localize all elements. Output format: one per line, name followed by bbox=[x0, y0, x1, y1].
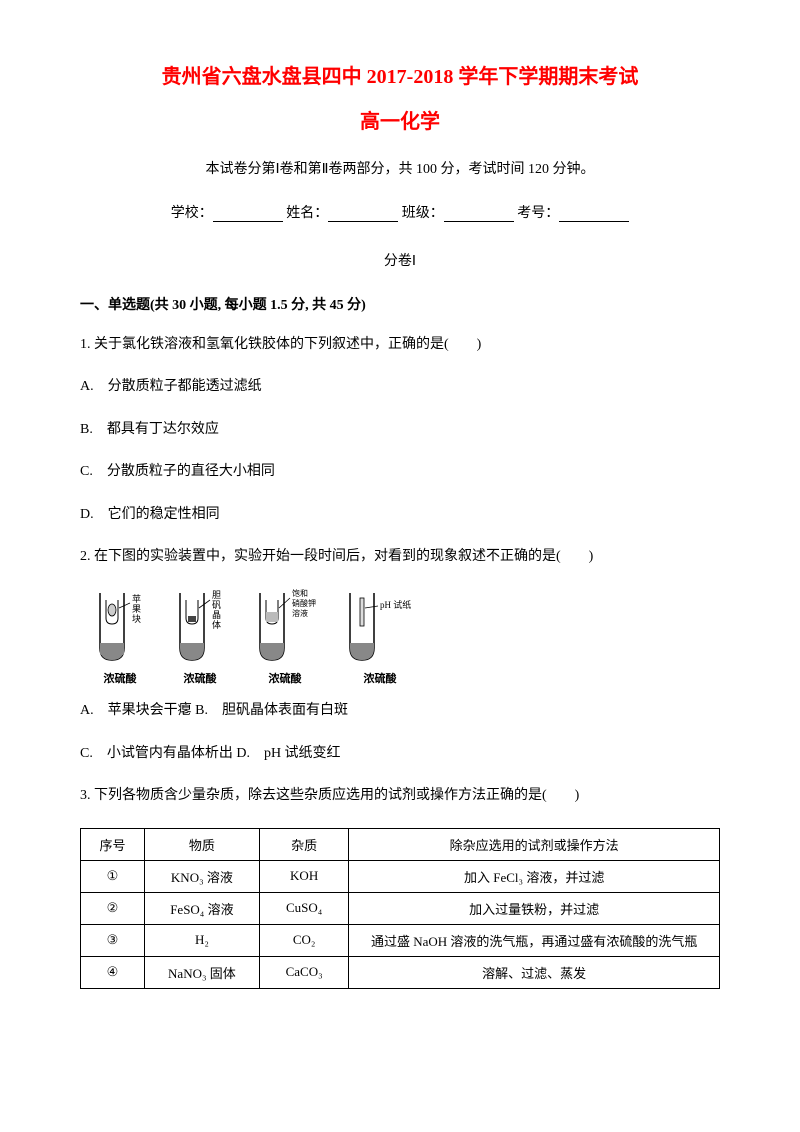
tube-1-label: 苹 bbox=[132, 593, 141, 604]
cell: NaNO₃ 固体 bbox=[144, 956, 259, 988]
school-label: 学校： bbox=[171, 206, 213, 221]
cell: ② bbox=[81, 892, 145, 924]
school-blank bbox=[213, 206, 283, 222]
tube-3-bottom: 浓硫酸 bbox=[269, 670, 302, 686]
cell: CuSO₄ bbox=[259, 892, 348, 924]
class-label: 班级： bbox=[402, 206, 444, 221]
table-row: ③ H₂ CO₂ 通过盛 NaOH 溶液的洗气瓶，再通过盛有浓硫酸的洗气瓶 bbox=[81, 924, 720, 956]
table-row: ④ NaNO₃ 固体 CaCO₃ 溶解、过滤、蒸发 bbox=[81, 956, 720, 988]
q2-option-cd: C. 小试管内有晶体析出 D. pH 试纸变红 bbox=[80, 743, 720, 765]
svg-text:饱和: 饱和 bbox=[292, 588, 308, 598]
tube-4-svg: pH 试纸 bbox=[340, 588, 420, 668]
tube-diagram-row: 苹 果 块 浓硫酸 胆 矾 晶 体 浓硫酸 饱和 硝 bbox=[90, 588, 720, 686]
q1-option-a: A. 分散质粒子都能透过滤纸 bbox=[80, 376, 720, 398]
cell: CO₂ bbox=[259, 924, 348, 956]
cell: 加入 FeCl₃ 溶液，并过滤 bbox=[349, 860, 720, 892]
th-impurity: 杂质 bbox=[259, 828, 348, 860]
svg-text:溶液: 溶液 bbox=[292, 608, 308, 618]
cell: H₂ bbox=[144, 924, 259, 956]
q1-option-c: C. 分散质粒子的直径大小相同 bbox=[80, 461, 720, 483]
svg-text:体: 体 bbox=[212, 619, 221, 630]
cell: ① bbox=[81, 860, 145, 892]
name-blank bbox=[328, 206, 398, 222]
table-row: ② FeSO₄ 溶液 CuSO₄ 加入过量铁粉，并过滤 bbox=[81, 892, 720, 924]
svg-text:矾: 矾 bbox=[212, 600, 221, 610]
question-1: 1. 关于氯化铁溶液和氢氧化铁胶体的下列叙述中，正确的是( ) bbox=[80, 334, 720, 356]
cell: 通过盛 NaOH 溶液的洗气瓶，再通过盛有浓硫酸的洗气瓶 bbox=[349, 924, 720, 956]
th-method: 除杂应选用的试剂或操作方法 bbox=[349, 828, 720, 860]
th-seq: 序号 bbox=[81, 828, 145, 860]
tube-4-bottom: 浓硫酸 bbox=[364, 670, 397, 686]
tube-2-svg: 胆 矾 晶 体 bbox=[170, 588, 230, 668]
exam-title-sub: 高一化学 bbox=[80, 105, 720, 134]
svg-text:胆: 胆 bbox=[212, 590, 221, 600]
cell: ④ bbox=[81, 956, 145, 988]
id-blank bbox=[559, 206, 629, 222]
q1-option-b: B. 都具有丁达尔效应 bbox=[80, 419, 720, 441]
question-3: 3. 下列各物质含少量杂质，除去这些杂质应选用的试剂或操作方法正确的是( ) bbox=[80, 785, 720, 807]
section-heading: 一、单选题(共 30 小题, 每小题 1.5 分, 共 45 分) bbox=[80, 294, 720, 314]
name-label: 姓名： bbox=[286, 206, 328, 221]
cell: 溶解、过滤、蒸发 bbox=[349, 956, 720, 988]
class-blank bbox=[444, 206, 514, 222]
table-row: ① KNO₃ 溶液 KOH 加入 FeCl₃ 溶液，并过滤 bbox=[81, 860, 720, 892]
section-label: 分卷Ⅰ bbox=[80, 250, 720, 270]
tube-4: pH 试纸 浓硫酸 bbox=[340, 588, 420, 686]
cell: KOH bbox=[259, 860, 348, 892]
exam-info: 本试卷分第Ⅰ卷和第Ⅱ卷两部分，共 100 分，考试时间 120 分钟。 bbox=[80, 158, 720, 178]
table-header-row: 序号 物质 杂质 除杂应选用的试剂或操作方法 bbox=[81, 828, 720, 860]
q1-option-d: D. 它们的稳定性相同 bbox=[80, 504, 720, 526]
question-2: 2. 在下图的实验装置中，实验开始一段时间后，对看到的现象叙述不正确的是( ) bbox=[80, 546, 720, 568]
cell: 加入过量铁粉，并过滤 bbox=[349, 892, 720, 924]
svg-text:pH 试纸: pH 试纸 bbox=[380, 599, 411, 610]
th-substance: 物质 bbox=[144, 828, 259, 860]
cell: KNO₃ 溶液 bbox=[144, 860, 259, 892]
svg-text:硝酸钾: 硝酸钾 bbox=[292, 598, 316, 608]
q2-option-ab: A. 苹果块会干瘪 B. 胆矾晶体表面有白斑 bbox=[80, 700, 720, 722]
tube-2-bottom: 浓硫酸 bbox=[184, 670, 217, 686]
svg-text:块: 块 bbox=[132, 613, 141, 624]
tube-1-svg: 苹 果 块 bbox=[90, 588, 150, 668]
tube-2: 胆 矾 晶 体 浓硫酸 bbox=[170, 588, 230, 686]
svg-text:果: 果 bbox=[132, 604, 141, 614]
id-label: 考号： bbox=[517, 206, 559, 221]
cell: CaCO₃ bbox=[259, 956, 348, 988]
student-info-line: 学校： 姓名： 班级： 考号： bbox=[80, 202, 720, 222]
tube-1: 苹 果 块 浓硫酸 bbox=[90, 588, 150, 686]
svg-text:晶: 晶 bbox=[212, 610, 221, 620]
cell: FeSO₄ 溶液 bbox=[144, 892, 259, 924]
q3-table: 序号 物质 杂质 除杂应选用的试剂或操作方法 ① KNO₃ 溶液 KOH 加入 … bbox=[80, 828, 720, 989]
cell: ③ bbox=[81, 924, 145, 956]
tube-3: 饱和 硝酸钾 溶液 浓硫酸 bbox=[250, 588, 320, 686]
tube-3-svg: 饱和 硝酸钾 溶液 bbox=[250, 588, 320, 668]
tube-1-bottom: 浓硫酸 bbox=[104, 670, 137, 686]
exam-title-main: 贵州省六盘水盘县四中 2017-2018 学年下学期期末考试 bbox=[80, 60, 720, 89]
